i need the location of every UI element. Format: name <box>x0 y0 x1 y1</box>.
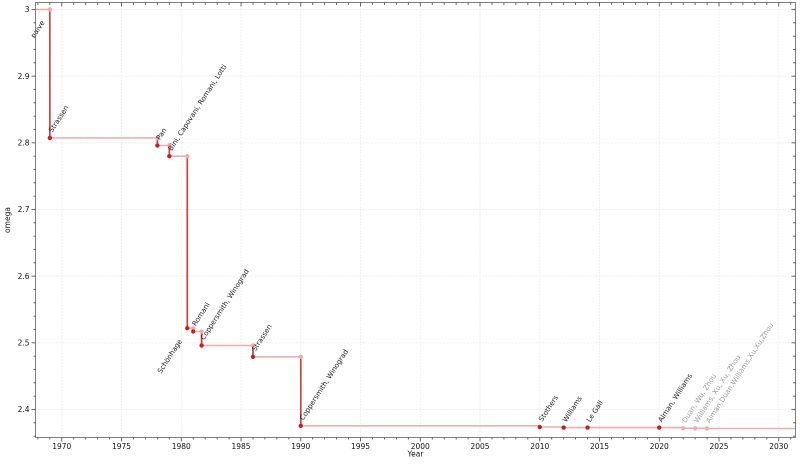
x-tick-label: 2015 <box>590 442 609 451</box>
x-tick-label: 1985 <box>231 442 250 451</box>
data-point-marker <box>585 425 590 430</box>
corner-marker <box>250 343 256 348</box>
corner-marker <box>155 135 160 141</box>
x-tick-label: 2020 <box>650 442 669 451</box>
data-point-marker <box>250 354 256 360</box>
data-point-marker <box>692 426 698 431</box>
x-axis-label: Year <box>407 450 425 459</box>
data-point-marker <box>657 425 662 430</box>
point-label: Pan <box>155 127 169 142</box>
data-point-marker <box>298 423 303 429</box>
y-tick-label: 3 <box>25 5 30 14</box>
point-label: naive <box>29 19 46 39</box>
data-point-marker <box>199 343 204 348</box>
x-tick-label: 2025 <box>709 442 728 451</box>
x-tick-label: 2030 <box>769 442 788 451</box>
point-label: Le Gall <box>585 399 605 423</box>
corner-marker <box>167 143 172 148</box>
point-label: Strassen <box>47 104 70 134</box>
y-tick-label: 2.4 <box>18 405 30 414</box>
x-tick-label: 1980 <box>172 442 191 451</box>
y-tick-label: 2.9 <box>18 72 30 81</box>
y-tick-label: 2.8 <box>18 138 30 147</box>
data-point-marker <box>191 329 196 334</box>
y-axis-label: omega <box>3 207 12 233</box>
corner-marker <box>185 153 190 159</box>
data-point-marker <box>561 425 566 430</box>
data-point-marker <box>680 426 686 431</box>
point-label: Stothers <box>537 394 560 423</box>
point-label: Strassen <box>250 323 273 353</box>
data-point-marker <box>47 135 53 141</box>
x-tick-label: 1990 <box>291 442 310 451</box>
data-point-marker <box>185 325 190 331</box>
step-corner-markers <box>47 7 303 360</box>
x-tick-label: 1995 <box>351 442 370 451</box>
point-label: Coppersmith, Winograd <box>298 348 350 422</box>
step-line <box>35 8 796 430</box>
tick-labels: 1970 1975 1980 1985 1990 1995 2000 2005 2010 2015… <box>18 5 789 451</box>
data-point-marker <box>47 7 53 12</box>
data-point-marker <box>167 153 172 159</box>
point-label: Williams <box>561 394 584 423</box>
point-label: Schönhage <box>156 338 184 375</box>
plot-frame <box>35 2 796 438</box>
gridlines <box>35 2 796 438</box>
x-tick-label: 2005 <box>470 442 489 451</box>
y-tick-label: 2.5 <box>18 338 30 347</box>
x-tick-label: 2000 <box>411 442 430 451</box>
y-tick-label: 2.7 <box>18 205 30 214</box>
data-point-markers <box>47 7 710 431</box>
corner-marker <box>298 354 303 360</box>
data-point-marker <box>537 424 542 430</box>
data-point-marker <box>704 426 710 431</box>
y-tick-label: 2.6 <box>18 272 30 281</box>
corner-marker <box>191 325 196 331</box>
x-tick-label: 1975 <box>112 442 131 451</box>
x-tick-label: 2010 <box>530 442 549 451</box>
drop-segments <box>49 9 661 428</box>
x-tick-label: 1970 <box>52 442 71 451</box>
axis-ticks <box>31 2 796 442</box>
data-point-marker <box>155 143 160 148</box>
corner-marker <box>199 329 204 334</box>
